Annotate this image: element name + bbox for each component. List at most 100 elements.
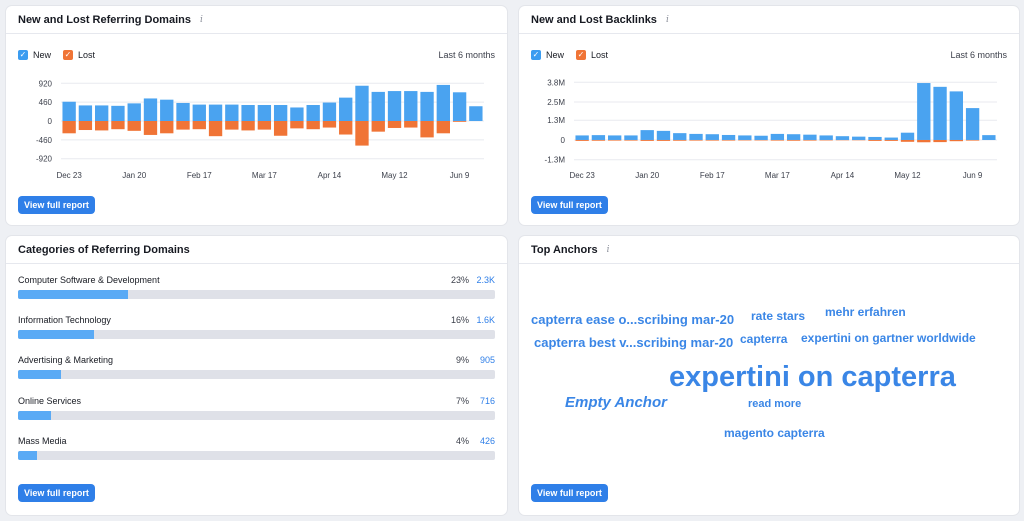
new-bar [371, 91, 385, 121]
lost-bar [404, 121, 418, 128]
info-icon[interactable]: i [665, 14, 669, 25]
new-bar [322, 102, 337, 121]
checkbox-lost-icon[interactable]: ✓ [576, 50, 587, 60]
lost-bar [640, 139, 654, 141]
anchor-link[interactable]: rate stars [751, 309, 806, 323]
lost-bar [949, 139, 963, 142]
legend-lost-toggle[interactable]: ✓ Lost [576, 50, 608, 60]
anchor-link[interactable]: expertini on capterra [669, 361, 956, 393]
referring-domains-card: New and Lost Referring Domains i ✓ New ✓… [6, 6, 507, 225]
anchor-link[interactable]: mehr erfahren [825, 305, 906, 319]
category-bar-fill [18, 330, 95, 339]
category-count-link[interactable]: 1.6K [476, 315, 495, 325]
new-bar [469, 106, 483, 121]
legend-lost-toggle[interactable]: ✓ Lost [63, 50, 95, 60]
lost-bar [241, 121, 255, 131]
card-title: New and Lost Referring Domains [18, 13, 191, 26]
x-tick-label: Jan 20 [122, 171, 147, 180]
lost-bar [689, 139, 703, 141]
new-bar [900, 132, 915, 140]
new-bar [786, 134, 801, 140]
new-bar [111, 105, 125, 121]
chart-legend: ✓ New ✓ Lost [531, 50, 620, 60]
anchor-link[interactable]: expertini on gartner worldwide [801, 331, 976, 345]
new-bar [705, 134, 719, 140]
x-tick-label: Jun 9 [450, 171, 470, 180]
anchor-link[interactable]: read more [748, 398, 802, 410]
lost-bar [322, 121, 337, 128]
lost-bar [933, 139, 947, 143]
new-bar [803, 134, 817, 140]
new-bar [290, 107, 304, 121]
chart-legend: ✓ New ✓ Lost [18, 50, 107, 60]
view-full-report-button[interactable]: View full report [531, 196, 608, 214]
new-bar [78, 105, 93, 121]
top-anchors-card: Top Anchors i capterra ease o...scribing… [519, 236, 1019, 515]
x-tick-label: Jan 20 [635, 171, 660, 180]
category-percent: 7% [455, 396, 469, 406]
new-bar [868, 136, 882, 140]
new-bar [689, 133, 703, 140]
anchor-link[interactable]: capterra [740, 332, 788, 346]
new-bar [355, 85, 369, 121]
card-title: Categories of Referring Domains [18, 243, 190, 256]
category-percent: 4% [455, 436, 469, 446]
legend-new-toggle[interactable]: ✓ New [18, 50, 51, 60]
new-bar [738, 135, 752, 140]
info-icon[interactable]: i [606, 244, 610, 255]
card-title: New and Lost Backlinks [531, 13, 657, 26]
anchor-link[interactable]: capterra best v...scribing mar-20 [534, 335, 734, 350]
new-bar [176, 102, 190, 121]
legend-new-toggle[interactable]: ✓ New [531, 50, 564, 60]
new-bar [575, 135, 589, 140]
anchor-link[interactable]: magento capterra [724, 426, 825, 440]
category-bar-fill [18, 451, 38, 460]
lost-bar [656, 139, 671, 141]
category-bar-track [18, 330, 495, 339]
new-bar [420, 91, 434, 121]
new-bar [160, 99, 174, 121]
lost-bar [78, 121, 93, 131]
x-tick-label: Feb 17 [187, 171, 212, 180]
category-bar-fill [18, 370, 61, 379]
lost-bar [803, 139, 817, 141]
category-bar-track [18, 370, 495, 379]
category-name: Computer Software & Development [18, 275, 160, 285]
new-bar [624, 135, 638, 140]
new-bar [387, 91, 402, 121]
new-bar [452, 92, 467, 121]
anchor-link[interactable]: capterra ease o...scribing mar-20 [531, 312, 735, 327]
view-full-report-button[interactable]: View full report [18, 196, 95, 214]
new-bar [306, 105, 320, 121]
lost-bar [436, 121, 450, 134]
new-bar [819, 135, 833, 140]
x-tick-label: May 12 [894, 171, 921, 180]
category-percent: 16% [450, 315, 469, 325]
info-icon[interactable]: i [199, 14, 203, 25]
lost-bar [192, 121, 206, 130]
checkbox-new-icon[interactable]: ✓ [18, 50, 28, 60]
y-tick-label: 0 [48, 117, 53, 126]
card-header: Categories of Referring Domains [6, 236, 507, 264]
lost-bar [591, 139, 606, 141]
category-bar-fill [18, 411, 52, 420]
card-header: New and Lost Backlinks i [519, 6, 1019, 34]
view-full-report-button[interactable]: View full report [531, 484, 608, 502]
new-bar [591, 135, 606, 140]
backlinks-card: New and Lost Backlinks i ✓ New ✓ Lost La… [519, 6, 1019, 225]
lost-bar [387, 121, 402, 128]
category-count-link[interactable]: 426 [479, 436, 495, 446]
category-name: Mass Media [18, 436, 67, 446]
new-bar [640, 130, 654, 140]
lost-bar [257, 121, 272, 130]
category-count-link[interactable]: 716 [479, 396, 495, 406]
x-tick-label: Dec 23 [569, 171, 595, 180]
checkbox-new-icon[interactable]: ✓ [531, 50, 541, 60]
category-count-link[interactable]: 905 [479, 355, 495, 365]
view-full-report-button[interactable]: View full report [18, 484, 95, 502]
y-tick-label: 920 [39, 79, 53, 88]
category-count-link[interactable]: 2.3K [476, 275, 495, 285]
checkbox-lost-icon[interactable]: ✓ [63, 50, 74, 60]
anchor-link[interactable]: Empty Anchor [565, 394, 667, 411]
